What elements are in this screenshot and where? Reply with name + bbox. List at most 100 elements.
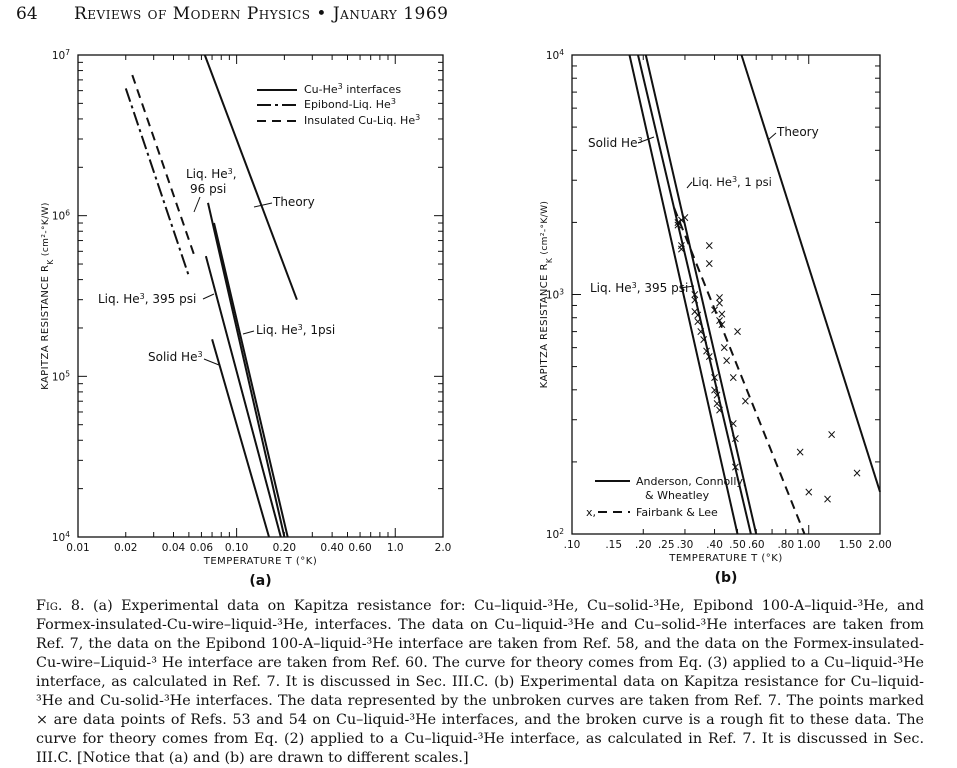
x-tick-label: 0.01 <box>66 542 89 554</box>
series-line-liq-1psi <box>637 54 752 535</box>
data-point-x: × <box>696 325 706 339</box>
journal-title: Reviews of Modern Physics • January 1969 <box>74 4 449 24</box>
annotation-theory: Theory <box>272 195 315 209</box>
data-point-x: × <box>827 428 837 442</box>
panel-label: (a) <box>249 573 271 589</box>
data-point-x: × <box>699 332 709 346</box>
x-tick-label: .50 <box>729 539 746 551</box>
legend-label: Epibond-Liq. He3 <box>304 97 396 112</box>
data-point-x: × <box>690 293 700 307</box>
data-point-x: × <box>676 213 686 227</box>
data-point-x: × <box>680 210 690 224</box>
plot-frame <box>77 54 444 538</box>
data-point-x: × <box>712 388 722 402</box>
data-point-x: × <box>704 350 714 364</box>
data-point-x: × <box>712 397 722 411</box>
x-tick-label: 2.0 <box>435 542 452 554</box>
data-point-x: × <box>690 304 700 318</box>
data-point-x: × <box>719 341 729 355</box>
y-tick-label: 105 <box>52 369 70 384</box>
data-point-x: × <box>673 215 683 229</box>
x-axis-label: TEMPERATURE T (°K) <box>668 553 783 564</box>
annotation-arrow <box>637 136 655 144</box>
x-tick-label: 0.04 <box>162 542 186 554</box>
data-point-x: × <box>717 317 727 331</box>
x-tick-label: 0.02 <box>114 542 137 554</box>
annotation-arrow <box>193 196 201 213</box>
data-point-x: × <box>715 291 725 305</box>
y-tick-label: 104 <box>52 530 70 545</box>
data-point-x: × <box>722 354 732 368</box>
data-point-x: × <box>704 239 714 253</box>
series-line-solid-he3 <box>628 54 739 535</box>
series-line-liq-96psi <box>207 202 286 538</box>
x-tick-label: .20 <box>635 539 652 551</box>
series-line-theory <box>203 54 298 301</box>
data-point-x: × <box>715 313 725 327</box>
data-point-x: × <box>693 308 703 322</box>
annotation-arrow <box>203 358 220 366</box>
data-point-x: × <box>804 485 814 499</box>
annotation-liq-1psi: Liq. He3, 1 psi <box>692 175 772 190</box>
figure-8: 0.01 0.02 0.04 0.06 0.10 0.20 0.40 0.60 1.0 2.0 10… <box>40 48 892 590</box>
annotation-solid: Solid He3 <box>588 136 643 151</box>
x-tick-label: 0.20 <box>273 542 296 554</box>
legend-label: Cu-He3 interfaces <box>304 82 401 97</box>
annotation-liq-96psi: Liq. He3, <box>186 167 237 182</box>
x-tick-label: 1.0 <box>387 542 404 554</box>
figure-caption: Fig. 8. (a) Experimental data on Kapitza… <box>36 597 924 768</box>
annotation-arrow <box>686 181 693 189</box>
legend-marker: x, <box>586 506 596 519</box>
legend-label: Insulated Cu-Liq. He3 <box>304 113 420 128</box>
data-point-x: × <box>709 383 719 397</box>
data-point-x: × <box>717 307 727 321</box>
annotation-liq-395psi: Liq. He3, 395 psi <box>98 292 196 307</box>
annotation-liq-1psi: Liq. He3, 1psi <box>256 323 335 338</box>
annotation-arrow <box>679 285 695 289</box>
data-point-x: × <box>795 445 805 459</box>
data-point-x: × <box>728 416 738 430</box>
x-tick-label: 0.10 <box>225 542 248 554</box>
x-tick-label: .80 <box>777 539 794 551</box>
annotation-arrow <box>242 330 255 335</box>
data-point-x: × <box>690 288 700 302</box>
series-line-solid <box>211 339 270 538</box>
annotation-theory: Theory <box>776 125 819 139</box>
x-axis-label: TEMPERATURE T (°K) <box>203 556 318 567</box>
x-tick-label: 0.06 <box>190 542 214 554</box>
data-point-x: × <box>852 466 862 480</box>
annotation-solid: Solid He3 <box>148 350 203 365</box>
series-line-fairbank-fit <box>673 207 806 535</box>
data-point-x: × <box>709 303 719 317</box>
series-line-liq-395psi <box>204 255 282 538</box>
data-point-x: × <box>730 460 740 474</box>
annotation-arrow <box>202 293 215 300</box>
data-point-x: × <box>822 492 832 506</box>
x-tick-label: .10 <box>564 539 581 551</box>
annotation-liq-96psi-line2: 96 psi <box>190 182 226 196</box>
series-line-liq-1psi <box>213 222 289 538</box>
x-tick-label: 0.40 <box>320 542 343 554</box>
data-point-x: × <box>673 218 683 232</box>
x-tick-label: 2.00 <box>868 539 891 551</box>
data-point-x: × <box>701 344 711 358</box>
y-tick-label: 106 <box>52 208 70 223</box>
data-point-x: × <box>715 296 725 310</box>
x-tick-label: .25 <box>658 539 675 551</box>
series-line-epibond-1 <box>124 88 190 277</box>
caption-text: (a) Experimental data on Kapitza resista… <box>36 598 924 766</box>
data-point-x: × <box>715 403 725 417</box>
annotation-liq-395psi: Liq. He3, 395 psi <box>590 281 688 296</box>
data-point-x: × <box>732 325 742 339</box>
data-point-x: × <box>709 371 719 385</box>
x-tick-label: 1.50 <box>839 539 862 551</box>
data-point-x: × <box>730 432 740 446</box>
annotation-arrow <box>253 202 273 208</box>
legend-label: & Wheatley <box>645 489 710 502</box>
y-tick-label: 107 <box>52 48 70 63</box>
x-tick-label: .30 <box>677 539 694 551</box>
series-line-theory <box>740 54 881 493</box>
y-axis-label: KAPITZA RESISTANCE RK (cm²-°K/W) <box>539 201 554 389</box>
x-tick-label: 1.00 <box>797 539 820 551</box>
data-point-x: × <box>676 239 686 253</box>
